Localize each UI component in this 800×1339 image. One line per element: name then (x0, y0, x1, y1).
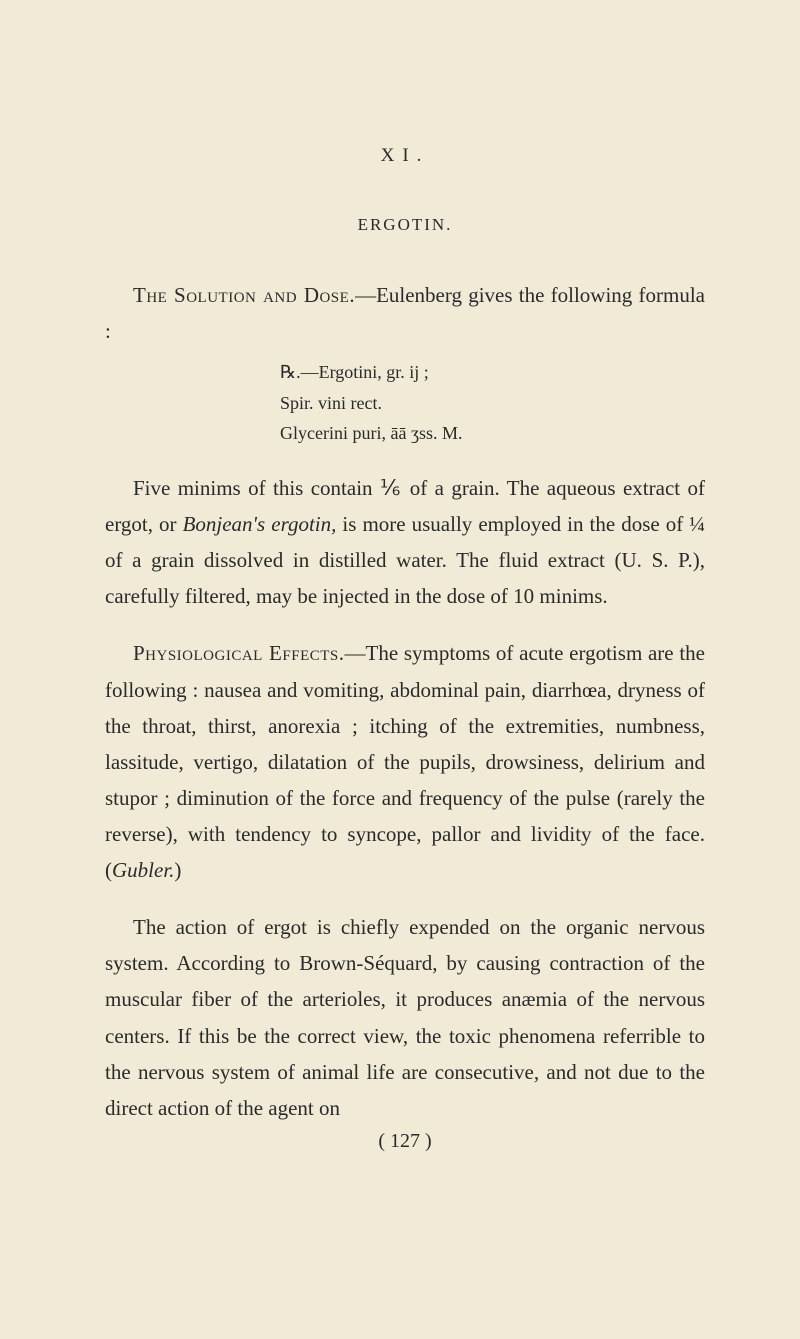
prescription-line-1: ℞.—Ergotini, gr. ij ; (280, 357, 705, 388)
section-heading-solution: The Solution and Dose. (133, 283, 355, 307)
section-heading-physiological: Physiological Effects. (133, 641, 345, 665)
paragraph-action: The action of ergot is chiefly expended … (105, 909, 705, 1126)
text-run: ) (174, 858, 181, 882)
paragraph-physiological: Physiological Effects.—The symptoms of a… (105, 635, 705, 888)
chapter-title: ERGOTIN. (105, 215, 705, 235)
paragraph-dosage: Five minims of this contain ⅙ of a grain… (105, 470, 705, 614)
text-run: The action of ergot is chiefly expended … (105, 915, 705, 1120)
page-container: XI. ERGOTIN. The Solution and Dose.—Eule… (0, 0, 800, 1213)
prescription-block: ℞.—Ergotini, gr. ij ; Spir. vini rect. G… (280, 357, 705, 449)
prescription-line-3: Glycerini puri, āā ʒss. M. (280, 418, 705, 449)
chapter-number: XI. (105, 145, 705, 167)
italic-gubler: Gubler. (112, 858, 174, 882)
paragraph-solution-dose: The Solution and Dose.—Eulenberg gives t… (105, 277, 705, 349)
italic-bonjeans: Bonjean's ergotin, (183, 512, 337, 536)
text-run: —The symptoms of acute ergotism are the … (105, 641, 705, 882)
prescription-line-2: Spir. vini rect. (280, 388, 705, 419)
page-number: ( 127 ) (105, 1130, 705, 1153)
